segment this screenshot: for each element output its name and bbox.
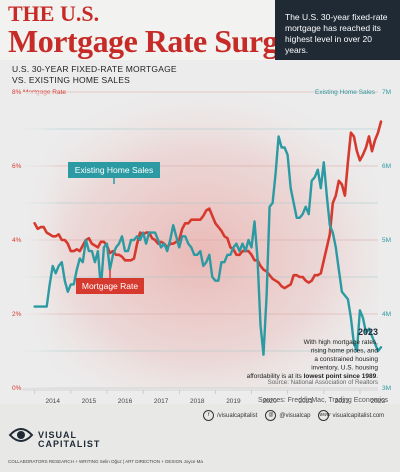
right-tick-label: 6M bbox=[382, 163, 391, 170]
social-facebook[interactable]: f/visualcapitalist bbox=[203, 410, 257, 421]
x-tick-label: 2019 bbox=[226, 398, 241, 404]
social-icon-facebook: f bbox=[203, 410, 214, 421]
note-year: 2023 bbox=[358, 327, 378, 337]
mortgage-label-box bbox=[76, 278, 144, 294]
annotations: Existing Home Sales Mortgage Rate 2023 With… bbox=[68, 162, 378, 386]
left-tick-label: 0% bbox=[12, 385, 22, 392]
visual-capitalist-logo-icon bbox=[8, 428, 34, 442]
right-tick-label: 7M bbox=[382, 89, 391, 96]
social-icon-website: www bbox=[318, 410, 330, 421]
social-label-twitter: @visualcap bbox=[279, 412, 311, 419]
note-text-line: inventory, U.S. housing bbox=[311, 365, 378, 372]
note-2023: 2023 With high mortgage rates, rising home… bbox=[247, 327, 379, 386]
x-tick-label: 2015 bbox=[82, 398, 97, 404]
left-tick-label: 2% bbox=[12, 311, 22, 318]
left-tick-label: 4% bbox=[12, 237, 22, 244]
x-tick-label: 2021 bbox=[298, 398, 313, 404]
chart-subtitle: U.S. 30-YEAR FIXED-RATE MORTGAGE VS. EXI… bbox=[12, 64, 177, 86]
note-text-last: affordability is at its lowest point sin… bbox=[247, 373, 379, 380]
note-source: Source: National Association of Realtors bbox=[268, 379, 378, 386]
note-text-line: a constrained housing bbox=[314, 356, 378, 363]
existing-home-sales-line bbox=[33, 135, 383, 356]
social-label-facebook: /visualcapitalist bbox=[217, 412, 258, 419]
left-tick-label: 6% bbox=[12, 163, 22, 170]
plot-fade-left bbox=[22, 92, 62, 388]
x-tick-label: 2022 bbox=[335, 398, 350, 404]
social-website[interactable]: www visualcapitalist.com bbox=[318, 410, 384, 421]
mortgage-label-text: Mortgage Rate bbox=[82, 281, 138, 291]
x-tick-label: 2020 bbox=[262, 398, 277, 404]
right-axis: 3M 4M 5M 6M 7M Existing Home Sales bbox=[315, 89, 391, 392]
note-prefix-tail: affordability is at its bbox=[247, 373, 304, 380]
x-tick-label: 2016 bbox=[118, 398, 133, 404]
left-tick-label: 8% bbox=[12, 89, 22, 96]
mortgage-rate-line bbox=[33, 120, 383, 290]
credits-line: COLLABORATORS RESEARCH + WRITING Selin O… bbox=[8, 459, 203, 464]
chart-subtitle-line-1: U.S. 30-YEAR FIXED-RATE MORTGAGE bbox=[12, 64, 177, 74]
note-bold: lowest point since 1989 bbox=[304, 373, 377, 380]
social-twitter[interactable]: @ @visualcap bbox=[265, 410, 310, 421]
sources-text: Sources: FreddieMac, Trading Economics bbox=[258, 397, 388, 404]
right-tick-label: 3M bbox=[382, 385, 391, 392]
existing-home-sales-annotation: Existing Home Sales bbox=[68, 162, 160, 184]
note-text-line: rising home prices, and bbox=[311, 348, 379, 355]
x-axis: 2014 2015 2016 2017 2018 2019 2020 2021 2022 2023 bbox=[22, 389, 386, 404]
social-icon-twitter: @ bbox=[265, 410, 277, 421]
brand-line-1: VISUAL bbox=[38, 430, 78, 440]
x-tick-label: 2014 bbox=[45, 398, 60, 404]
social-links: f/visualcapitalist @ @visualcap www visual… bbox=[203, 410, 384, 421]
brand-line-2: CAPITALIST bbox=[38, 439, 101, 449]
right-tick-label: 4M bbox=[382, 311, 391, 318]
x-tick-label: 2023 bbox=[371, 398, 386, 404]
dual-axis-line-chart: 0% 2% 4% 6% 8% Mortgage Rate 3M 4M 5M 6M 7M Existi… bbox=[12, 89, 391, 404]
x-tick-label: 2018 bbox=[190, 398, 205, 404]
mortgage-rate-annotation: Mortgage Rate bbox=[76, 270, 144, 294]
footer bbox=[0, 404, 400, 472]
header: THE U.S. Mortgage Rate Surge The U.S. 30… bbox=[0, 0, 400, 60]
brand-wordmark: VISUAL CAPITALIST bbox=[38, 431, 100, 449]
note-suffix: . bbox=[376, 373, 378, 380]
header-callout: The U.S. 30-year fixed-rate mortgage has… bbox=[275, 0, 400, 60]
title-line-2: Mortgage Rate Surge bbox=[8, 23, 292, 59]
note-text-line: With high mortgage rates, bbox=[304, 339, 379, 346]
right-axis-label: Existing Home Sales bbox=[315, 89, 376, 96]
grid-lines bbox=[22, 91, 378, 389]
chart-subtitle-line-2: VS. EXISTING HOME SALES bbox=[12, 75, 130, 85]
right-tick-label: 5M bbox=[382, 237, 391, 244]
social-label-website: visualcapitalist.com bbox=[332, 412, 385, 419]
x-tick-label: 2017 bbox=[154, 398, 169, 404]
series-group bbox=[22, 92, 383, 388]
sales-label-text: Existing Home Sales bbox=[75, 165, 153, 175]
sales-label-box bbox=[68, 162, 160, 178]
title-line-1: THE U.S. bbox=[8, 1, 100, 26]
